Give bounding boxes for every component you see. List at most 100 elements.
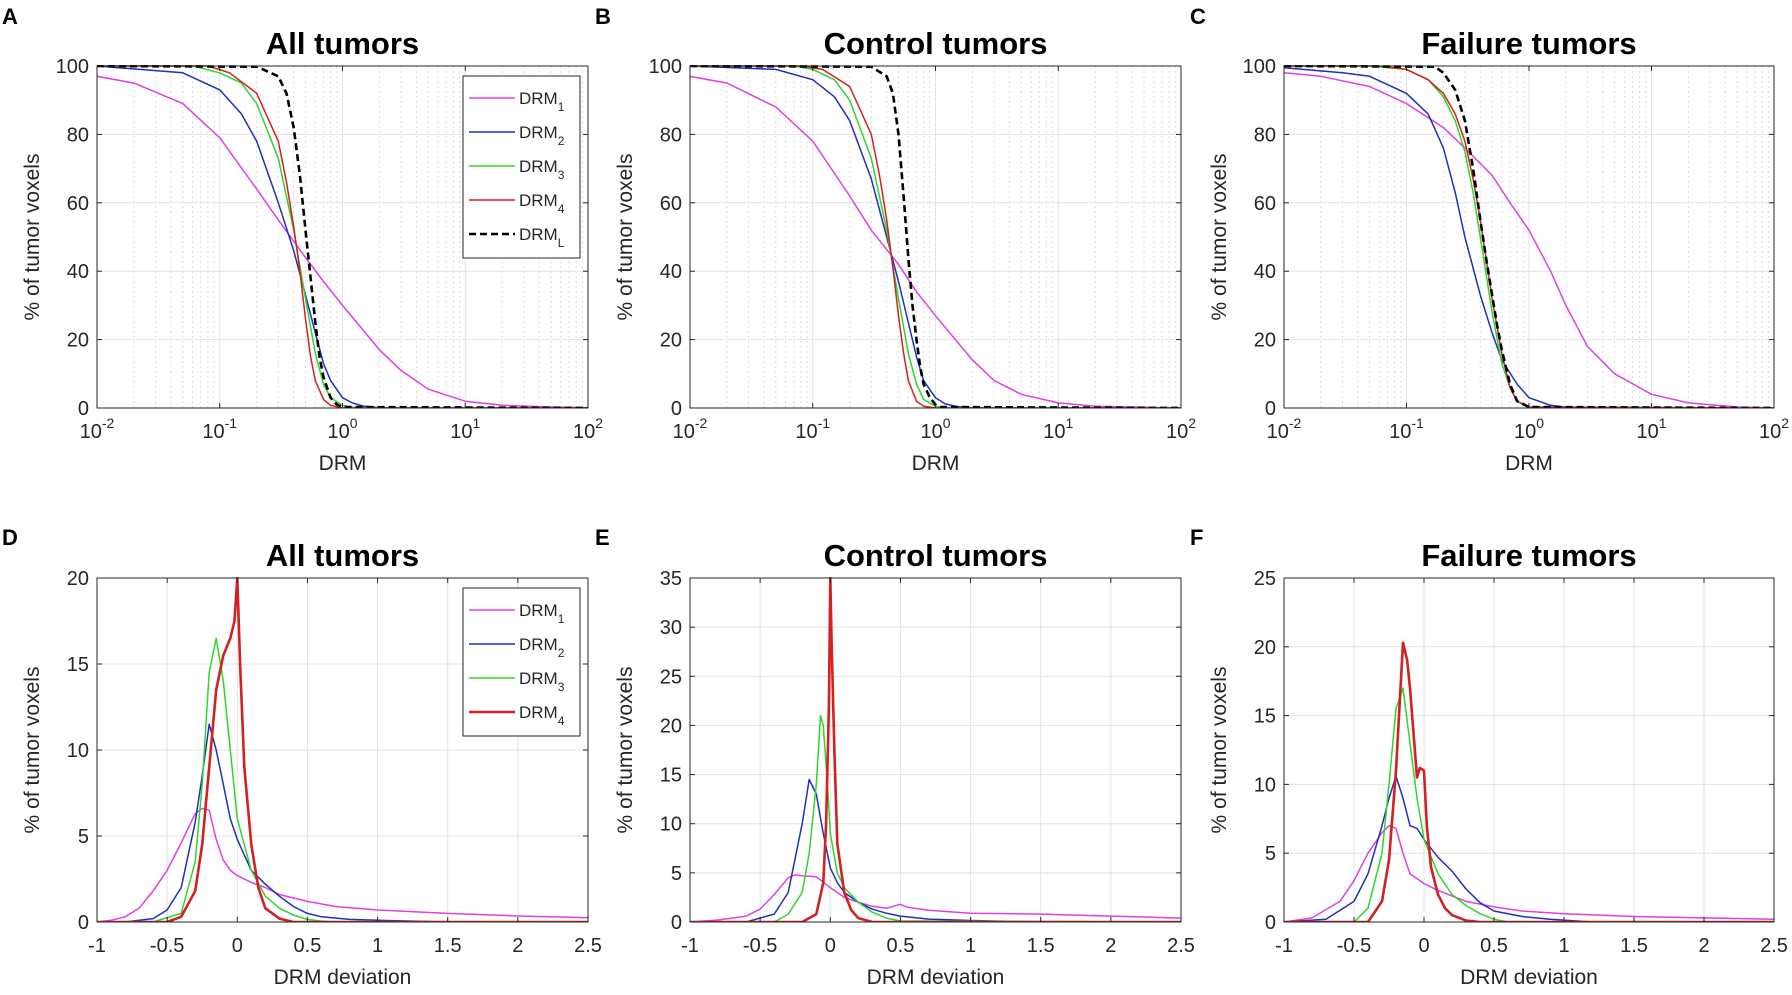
x-tick-label: 1.5: [1027, 935, 1055, 957]
series-line-drm4: [690, 65, 1181, 408]
y-tick-label: 15: [660, 765, 682, 787]
x-tick-label: 10-2: [673, 415, 708, 443]
y-tick-label: 60: [660, 193, 682, 215]
series-line-drm1: [97, 75, 588, 408]
y-tick-label: 0: [78, 912, 89, 934]
y-tick-label: 80: [660, 124, 682, 146]
x-tick-label: 10-2: [1267, 415, 1302, 443]
legend-label: DRM2: [519, 635, 565, 660]
panel-F: F Failure tumors -1 -0.5 0 0.5 1 1.5 2 2.5 0 5 10 15 2…: [1190, 525, 1788, 989]
x-tick-label: -0.5: [1337, 935, 1371, 957]
y-tick-label: 40: [67, 261, 89, 283]
chart-title: All tumors: [266, 538, 419, 573]
x-tick-label: 100: [920, 415, 950, 443]
y-tick-label: 60: [67, 193, 89, 215]
series-line-drm4: [97, 577, 588, 922]
plot-frame: [1283, 577, 1775, 923]
series-line-drm4: [690, 577, 1181, 922]
series-line-drm1: [97, 807, 588, 922]
series-line-drm1: [1284, 824, 1774, 922]
y-tick-label: 0: [671, 398, 682, 420]
x-tick-label: -1: [681, 935, 699, 957]
x-tick-label: 10-1: [795, 415, 830, 443]
y-tick-label: 60: [1254, 193, 1276, 215]
y-tick-label: 0: [671, 912, 682, 934]
y-tick-label: 40: [660, 261, 682, 283]
y-tick-label: 5: [671, 863, 682, 885]
series-line-drml: [97, 65, 588, 408]
x-tick-label: 1: [372, 935, 383, 957]
series-group: [690, 577, 1181, 922]
panel-D: D All tumors -1 -0.5 0 0.5 1 1.5 2 2.5 0 5 10 15 20 DRM…: [2, 525, 602, 989]
y-tick-label: 15: [67, 654, 89, 676]
y-tick-label: 25: [1254, 568, 1276, 590]
series-line-drml: [690, 65, 1181, 408]
x-tick-label: 2.5: [1760, 935, 1788, 957]
x-tick-label: 102: [1759, 415, 1789, 443]
grid: [689, 577, 1182, 923]
grid: [1283, 577, 1775, 923]
x-tick-label: 10-1: [1389, 415, 1424, 443]
legend-label: DRM1: [519, 89, 565, 114]
y-tick-label: 80: [1254, 124, 1276, 146]
x-tick-label: 1: [965, 935, 976, 957]
panel-E: E Control tumors -1 -0.5 0 0.5 1 1.5 2 2.5 0 5 10 15 2…: [595, 525, 1195, 989]
y-tick-label: 20: [67, 568, 89, 590]
panel-letter: D: [2, 525, 18, 550]
series-group: [1284, 641, 1774, 922]
y-tick-label: 0: [78, 398, 89, 420]
x-tick-label: 0: [1418, 935, 1429, 957]
y-tick-label: 20: [660, 330, 682, 352]
series-line-drm4: [1284, 641, 1774, 922]
x-tick-label: 10-1: [202, 415, 237, 443]
y-tick-label: 40: [1254, 261, 1276, 283]
y-axis-label: % of tumor voxels: [1208, 154, 1231, 321]
x-tick-label: -1: [1275, 935, 1293, 957]
x-tick-label: 0.5: [294, 935, 322, 957]
y-tick-label: 100: [649, 56, 682, 78]
series-line-drm2: [97, 723, 588, 922]
y-tick-label: 20: [1254, 330, 1276, 352]
x-tick-label: 2: [1105, 935, 1116, 957]
panel-A: A All tumors 10-2 10-1 100 101 102 0 20 40 60 80 100…: [2, 4, 603, 475]
y-tick-label: 20: [67, 330, 89, 352]
legend-label: DRM3: [519, 669, 565, 694]
x-tick-label: 101: [1043, 415, 1073, 443]
x-tick-label: 2.5: [574, 935, 602, 957]
series-line-drm2: [690, 778, 1181, 922]
y-tick-label: 100: [1243, 56, 1276, 78]
y-tick-label: 0: [1265, 912, 1276, 934]
y-tick-label: 35: [660, 568, 682, 590]
chart-title: Failure tumors: [1421, 26, 1636, 61]
x-tick-label: 102: [1166, 415, 1196, 443]
x-tick-label: 2: [1698, 935, 1709, 957]
x-axis-label: DRM deviation: [867, 966, 1005, 989]
y-tick-label: 10: [660, 814, 682, 836]
legend-label: DRM3: [519, 157, 565, 182]
panel-C: C Failure tumors 10-2 10-1 100 101 102 0 20 40 60 8…: [1190, 4, 1789, 475]
y-axis-label: % of tumor voxels: [614, 667, 637, 834]
y-tick-label: 100: [56, 56, 89, 78]
y-axis-label: % of tumor voxels: [21, 667, 44, 834]
series-group: [690, 65, 1181, 408]
x-axis-label: DRM deviation: [274, 966, 412, 989]
y-axis-label: % of tumor voxels: [1208, 667, 1231, 834]
series-line-drm2: [1284, 775, 1774, 922]
x-tick-label: 2.5: [1167, 935, 1195, 957]
x-tick-label: 1.5: [434, 935, 462, 957]
x-axis-label: DRM: [912, 452, 960, 475]
y-tick-label: 20: [1254, 637, 1276, 659]
legend-box: [462, 75, 581, 259]
series-line-drm1: [690, 75, 1181, 408]
panel-B: B Control tumors 10-2 10-1 100 101 102 0 20 40 60 8…: [595, 4, 1196, 475]
panel-letter: C: [1190, 4, 1206, 29]
legend-label: DRM2: [519, 123, 565, 148]
chart-title: Failure tumors: [1421, 538, 1636, 573]
legend-label: DRM4: [519, 191, 565, 216]
x-tick-label: 0: [232, 935, 243, 957]
chart-title: All tumors: [266, 26, 419, 61]
panel-letter: A: [2, 4, 18, 29]
panel-letter: F: [1190, 525, 1203, 550]
x-tick-label: 0.5: [1480, 935, 1508, 957]
